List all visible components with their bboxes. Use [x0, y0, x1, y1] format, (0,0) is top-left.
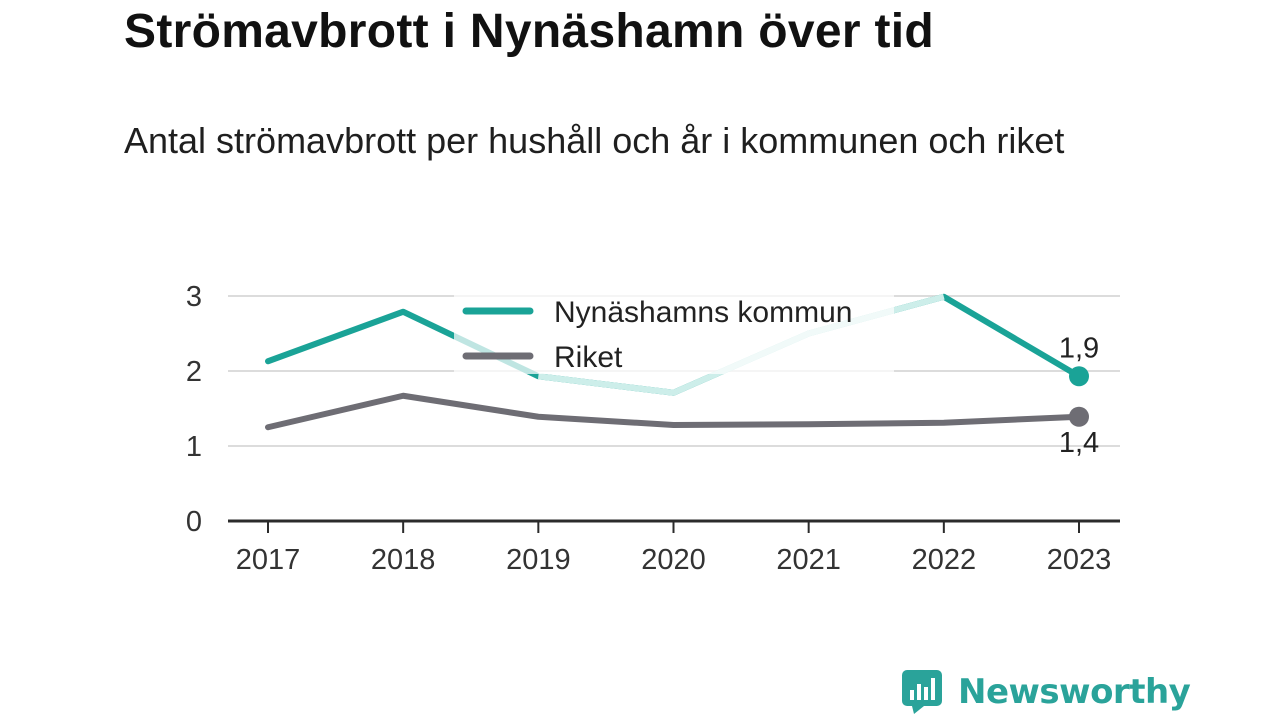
x-tick-label: 2020: [641, 544, 706, 576]
end-point: [1069, 366, 1089, 387]
y-tick-label: 0: [186, 506, 202, 538]
x-tick-label: 2018: [371, 544, 436, 576]
x-tick-label: 2019: [506, 544, 571, 576]
bar-chart-speech-bubble-icon: [902, 670, 942, 714]
legend-background: [454, 288, 894, 374]
y-axis-ticks: 0 1 2 3: [186, 281, 202, 538]
legend: Nynäshamns kommun Riket: [454, 288, 894, 374]
brand-logo: Newsworthy: [902, 670, 1191, 714]
series-line-riket: [265, 392, 1082, 431]
x-tick-label: 2022: [912, 544, 977, 576]
legend-label: Nynäshamns kommun: [554, 296, 852, 329]
end-points: 1,9 1,4: [1059, 332, 1099, 459]
x-tick-label: 2023: [1047, 544, 1112, 576]
chart-title: Strömavbrott i Nynäshamn över tid: [124, 5, 935, 58]
legend-label: Riket: [554, 341, 623, 374]
y-tick-label: 3: [186, 281, 202, 313]
x-tick-label: 2021: [776, 544, 841, 576]
x-axis: 2017 2018 2019 2020 2021 2022 2023: [228, 519, 1120, 576]
y-tick-label: 2: [186, 356, 202, 388]
chart-subtitle: Antal strömavbrott per hushåll och år i …: [124, 120, 1065, 161]
end-point: [1069, 406, 1089, 427]
y-tick-label: 1: [186, 431, 202, 463]
x-tick-label: 2017: [236, 544, 301, 576]
brand-name: Newsworthy: [958, 672, 1191, 712]
end-label: 1,4: [1059, 427, 1099, 459]
end-label: 1,9: [1059, 332, 1099, 364]
